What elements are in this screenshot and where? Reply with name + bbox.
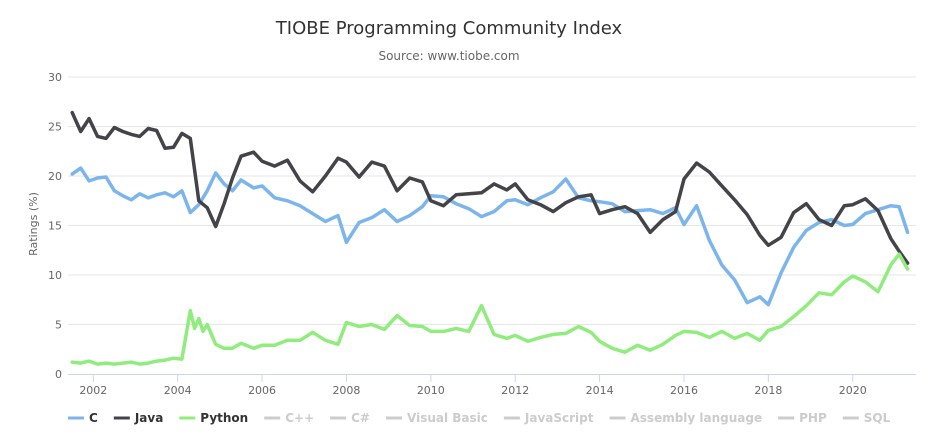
legend-label: C# — [351, 411, 370, 425]
legend-label: PHP — [799, 411, 827, 425]
y-tick-label: 30 — [48, 71, 62, 84]
x-tick-label: 2012 — [501, 384, 529, 397]
legend-label: Python — [200, 411, 248, 425]
legend-label: Java — [134, 411, 163, 425]
series-line-c[interactable] — [70, 166, 910, 307]
series-lines — [70, 110, 910, 366]
x-tick-label: 2002 — [79, 384, 107, 397]
legend-label: C++ — [285, 411, 314, 425]
legend-item-java[interactable]: Java — [113, 411, 163, 425]
legend-label: C — [89, 411, 98, 425]
chart-title: TIOBE Programming Community Index — [275, 18, 623, 39]
x-tick-label: 2004 — [164, 384, 192, 397]
x-axis: 2002 2004 2006 2008 2010 2012 2014 2016 2018 2020 — [68, 374, 916, 397]
y-tick-label: 0 — [55, 368, 62, 381]
y-tick-label: 20 — [48, 170, 62, 183]
legend-item-c[interactable]: C — [68, 411, 98, 425]
legend-label: SQL — [864, 411, 891, 425]
x-tick-label: 2020 — [839, 384, 867, 397]
legend: C Java Python C++ C# Visual Basic JavaScript As… — [68, 411, 891, 425]
legend-label: Visual Basic — [407, 411, 488, 425]
legend-item-c-[interactable]: C++ — [264, 411, 314, 425]
legend-label: Assembly language — [631, 411, 763, 425]
x-tick-label: 2008 — [332, 384, 360, 397]
y-axis-label: Ratings (%) — [27, 192, 40, 256]
x-tick-label: 2006 — [248, 384, 276, 397]
legend-item-assembly-language[interactable]: Assembly language — [609, 411, 763, 425]
y-tick-label: 5 — [55, 319, 62, 332]
grid — [68, 76, 916, 325]
series-line-python[interactable] — [70, 252, 910, 366]
x-tick-label: 2010 — [417, 384, 445, 397]
legend-item-python[interactable]: Python — [179, 411, 248, 425]
legend-item-c-[interactable]: C# — [330, 411, 370, 425]
series-line-java[interactable] — [70, 110, 910, 265]
legend-item-sql[interactable]: SQL — [842, 411, 891, 425]
chart-subtitle: Source: www.tiobe.com — [378, 49, 519, 63]
legend-item-php[interactable]: PHP — [778, 411, 827, 425]
y-axis: 0 5 10 15 20 25 30 — [48, 71, 62, 381]
x-tick-label: 2016 — [670, 384, 698, 397]
legend-label: JavaScript — [524, 411, 594, 425]
legend-item-visual-basic[interactable]: Visual Basic — [386, 411, 488, 425]
y-tick-label: 10 — [48, 269, 62, 282]
x-tick-label: 2018 — [754, 384, 782, 397]
legend-item-javascript[interactable]: JavaScript — [503, 411, 594, 425]
x-tick-label: 2014 — [586, 384, 614, 397]
y-tick-label: 25 — [48, 121, 62, 134]
y-tick-label: 15 — [48, 220, 62, 233]
